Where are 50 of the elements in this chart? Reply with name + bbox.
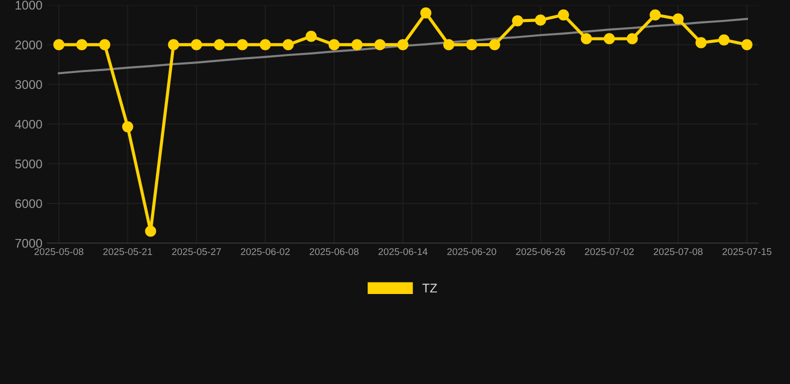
point (512, 15, 524, 26)
x-tick-label: 2025-05-27 (172, 248, 221, 256)
point (306, 30, 317, 42)
y-tick-label: 2000 (15, 40, 42, 50)
point (99, 39, 110, 50)
point (466, 39, 478, 50)
point (236, 39, 248, 50)
point (558, 9, 570, 20)
x-tick-label: 2025-05-08 (34, 248, 84, 256)
point (604, 33, 615, 44)
y-tick-label: 1000 (16, 0, 42, 10)
point (190, 39, 202, 50)
point (534, 14, 546, 26)
point (420, 7, 432, 18)
point (260, 39, 271, 50)
y-tick-label: 7000 (15, 238, 42, 248)
point (397, 39, 408, 50)
point (76, 39, 88, 50)
x-tick-label: 2025-06-08 (310, 248, 359, 256)
point (650, 9, 661, 20)
point (351, 39, 363, 50)
x-tick-label: 2025-06-26 (516, 248, 565, 256)
point (489, 39, 500, 50)
x-tick-label: 2025-07-15 (722, 248, 772, 256)
y-tick-label: 6000 (15, 199, 42, 208)
point (53, 39, 64, 50)
point (443, 39, 454, 50)
x-tick-label: 2025-06-20 (447, 248, 496, 256)
point (168, 39, 180, 50)
point (626, 33, 638, 44)
point (122, 121, 134, 132)
x-tick-label: 2025-07-08 (654, 248, 703, 256)
point (282, 39, 294, 50)
x-tick-label: 2025-07-02 (584, 248, 634, 256)
x-tick-label: 2025-06-14 (378, 248, 428, 256)
point (741, 39, 752, 50)
point (580, 33, 592, 44)
point (214, 39, 225, 50)
point (374, 39, 386, 50)
point (328, 39, 340, 50)
point (145, 226, 156, 237)
y-tick-label: 5000 (15, 160, 42, 168)
point (672, 13, 684, 24)
y-tick-label: 3000 (15, 80, 42, 90)
point (696, 37, 707, 48)
point (718, 34, 730, 46)
y-tick-label: 4000 (15, 120, 42, 129)
legend-label: TZ (422, 284, 438, 292)
x-tick-label: 2025-06-02 (240, 248, 290, 256)
x-tick-label: 2025-05-21 (103, 248, 152, 256)
